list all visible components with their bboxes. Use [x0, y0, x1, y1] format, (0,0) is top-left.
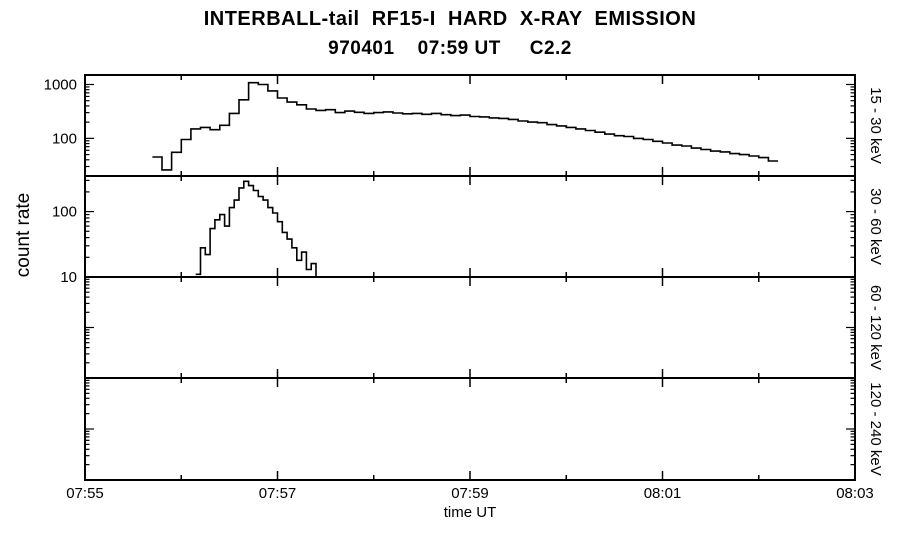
y-tick-label: 100	[52, 130, 77, 147]
y-tick-label: 10	[60, 269, 77, 286]
panel-frame	[84, 74, 856, 177]
x-tick-label: 07:57	[259, 485, 297, 502]
band-label: 120 - 240 keV	[867, 382, 884, 475]
panel-frame	[84, 276, 856, 379]
x-tick-label: 07:55	[66, 485, 104, 502]
series-line	[152, 81, 778, 171]
x-tick-label: 07:59	[451, 485, 489, 502]
band-label: 60 - 120 keV	[867, 285, 884, 370]
x-axis-title: time UT	[443, 504, 497, 521]
x-tick-label: 08:03	[836, 485, 874, 502]
band-label: 30 - 60 keV	[867, 188, 884, 265]
chart-subtitle: 970401 07:59 UT C2.2	[328, 38, 572, 59]
y-tick-label: 1000	[44, 76, 77, 93]
series-line	[195, 180, 321, 278]
y-tick-label: 100	[52, 204, 77, 221]
band-label: 15 - 30 keV	[867, 87, 884, 164]
panel-frame	[84, 377, 856, 481]
x-tick-label: 08:01	[644, 485, 682, 502]
chart-title: INTERBALL-tail RF15-I HARD X-RAY EMISSIO…	[203, 8, 697, 30]
